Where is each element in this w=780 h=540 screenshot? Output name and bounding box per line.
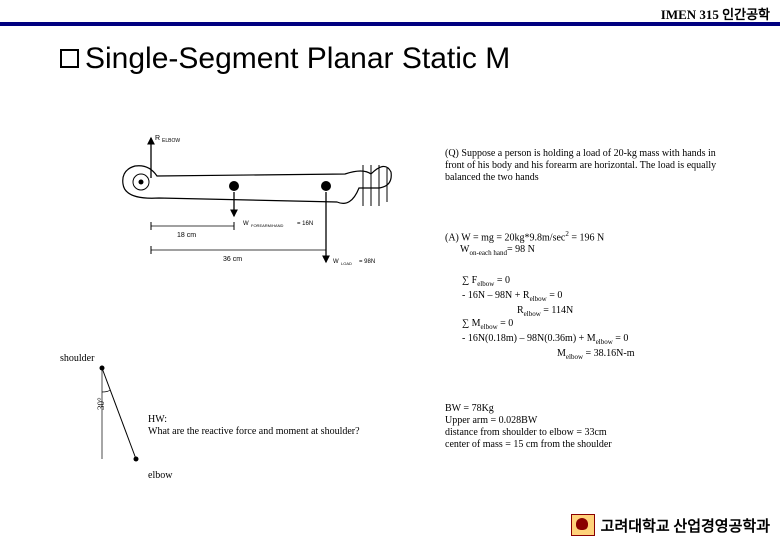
svg-text:18 cm: 18 cm [177, 232, 196, 239]
sum-forces: ∑ Felbow = 0 - 16N – 98N + Relbow = 0 Re… [462, 275, 762, 320]
footer-text: 고려대학교 산업경영공학과 [601, 515, 770, 536]
page-title: Single-Segment Planar Static M [60, 42, 510, 76]
forearm-diagram: RELBOW 18 cm WFOREARM/HAND = 16N 36 cm W… [115, 130, 395, 280]
homework-text: HW: What are the reactive force and mome… [148, 414, 360, 438]
sum-moments: ∑ Melbow = 0 - 16N(0.18m) – 98N(0.36m) +… [462, 318, 762, 363]
svg-text:FOREARM/HAND: FOREARM/HAND [251, 223, 284, 228]
shoulder-label: shoulder [60, 353, 94, 364]
elbow-label: elbow [148, 470, 172, 481]
footer: 고려대학교 산업경영공학과 [571, 514, 770, 536]
answer-text: (A) W = mg = 20kg*9.8m/sec2 = 196 N Won-… [445, 228, 745, 259]
svg-text:LOAD: LOAD [341, 261, 352, 266]
svg-text:36 cm: 36 cm [223, 256, 242, 263]
bullet-icon [60, 49, 79, 68]
svg-text:W: W [243, 221, 249, 227]
question-text: (Q) Suppose a person is holding a load o… [445, 148, 720, 184]
svg-text:= 98N: = 98N [359, 259, 375, 265]
body-weight-text: BW = 78Kg Upper arm = 0.028BW distance f… [445, 403, 725, 451]
svg-text:= 16N: = 16N [297, 221, 313, 227]
svg-text:ELBOW: ELBOW [162, 138, 180, 144]
angle-label: 30° [96, 397, 106, 410]
svg-text:R: R [155, 135, 160, 142]
upper-arm-diagram [90, 364, 150, 474]
university-logo-icon [571, 514, 595, 536]
title-text: Single-Segment Planar Static M [85, 42, 510, 75]
course-header: IMEN 315 인간공학 [661, 4, 770, 23]
svg-text:W: W [333, 259, 339, 265]
header-rule [0, 22, 780, 26]
